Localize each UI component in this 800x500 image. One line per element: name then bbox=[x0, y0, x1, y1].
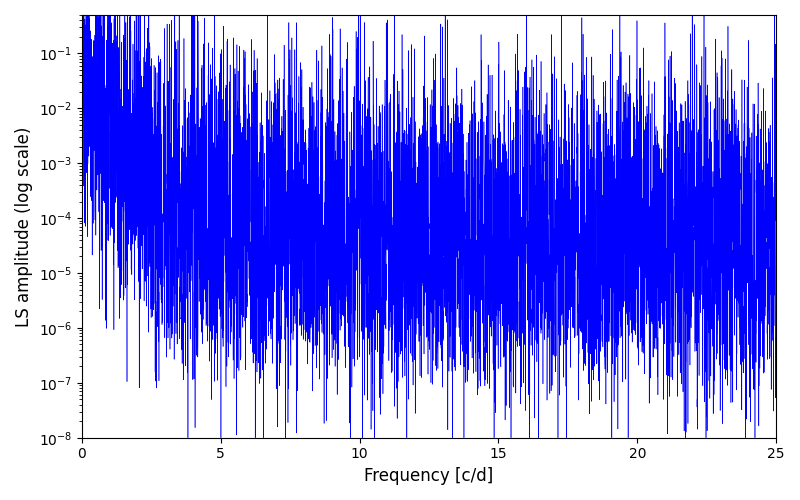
X-axis label: Frequency [c/d]: Frequency [c/d] bbox=[364, 467, 494, 485]
Y-axis label: LS amplitude (log scale): LS amplitude (log scale) bbox=[15, 126, 33, 326]
